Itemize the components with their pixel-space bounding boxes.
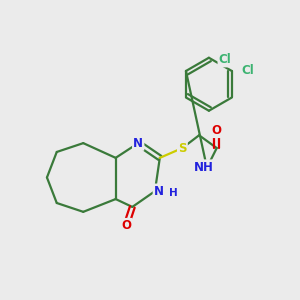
Text: Cl: Cl xyxy=(242,64,254,77)
Text: O: O xyxy=(122,219,131,232)
Text: O: O xyxy=(212,124,222,137)
Text: Cl: Cl xyxy=(219,53,232,66)
Text: H: H xyxy=(169,188,177,198)
Text: NH: NH xyxy=(194,161,214,174)
Text: N: N xyxy=(133,136,143,150)
Text: N: N xyxy=(154,185,164,198)
Text: S: S xyxy=(178,142,187,154)
